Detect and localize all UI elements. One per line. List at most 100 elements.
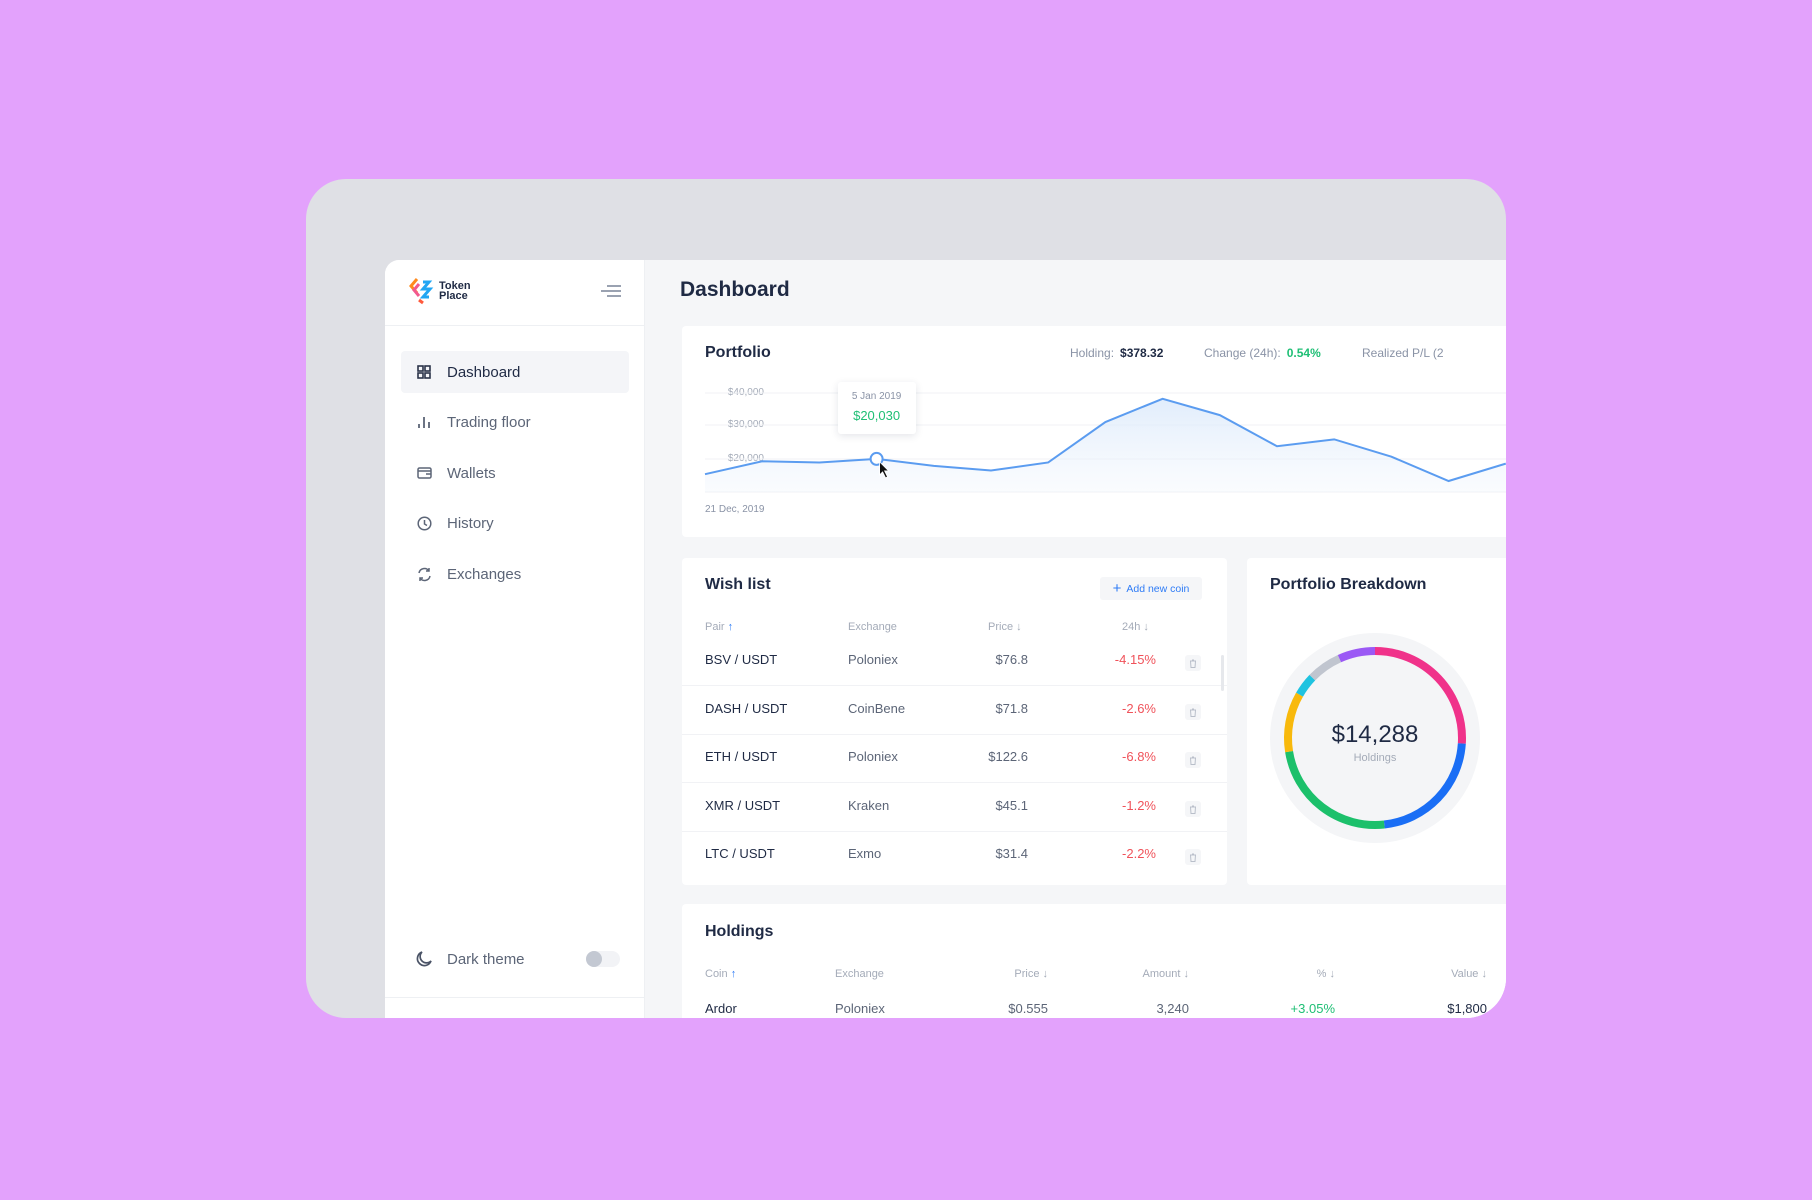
change-cell: -6.8% — [1122, 749, 1156, 764]
clock-icon — [401, 515, 447, 531]
y-tick-label: $30,000 — [727, 419, 764, 430]
scrollbar[interactable] — [1221, 655, 1224, 691]
change-label: Change (24h): — [1204, 346, 1281, 360]
column-header-coin[interactable]: Coin ↑ — [705, 968, 736, 980]
breakdown-donut — [1270, 633, 1480, 843]
column-header-exchange[interactable]: Exchange — [835, 968, 884, 980]
donut-background — [1270, 633, 1480, 843]
column-header-24h[interactable]: 24h ↓ — [1122, 621, 1149, 633]
menu-toggle-icon[interactable] — [601, 284, 621, 298]
sidebar-item-trading-floor[interactable]: Trading floor — [401, 401, 629, 443]
device-frame: Token Place Dashboard Trading floor Wall… — [306, 179, 1506, 1018]
sort-up-icon: ↑ — [727, 621, 734, 633]
price-cell: $122.6 — [988, 749, 1028, 764]
divider — [385, 325, 645, 326]
column-header-exchange[interactable]: Exchange — [848, 621, 897, 633]
holding-value: $378.32 — [1120, 346, 1164, 360]
trash-icon — [1190, 659, 1196, 668]
column-label: Price — [988, 621, 1014, 633]
column-header-pair[interactable]: Pair ↑ — [705, 621, 733, 633]
app-window: Token Place Dashboard Trading floor Wall… — [385, 260, 1506, 1018]
donut-segment[interactable] — [1285, 750, 1385, 829]
bar-chart-icon — [401, 415, 447, 429]
exchange-cell: Poloniex — [848, 652, 898, 667]
donut-segment[interactable] — [1337, 647, 1376, 663]
sidebar: Token Place Dashboard Trading floor Wall… — [385, 260, 645, 1018]
column-header-price[interactable]: Price ↓ — [1014, 968, 1048, 980]
portfolio-card: Portfolio Holding: $378.32 Change (24h): 0… — [682, 326, 1506, 537]
row-divider — [682, 685, 1227, 686]
sort-up-icon: ↑ — [730, 968, 737, 980]
exchange-cell: CoinBene — [848, 701, 906, 716]
column-header-price[interactable]: Price ↓ — [988, 621, 1022, 633]
portfolio-title: Portfolio — [705, 344, 771, 361]
value-cell: $1,800 — [1447, 1001, 1487, 1016]
donut-segment[interactable] — [1296, 674, 1316, 697]
pair-cell: XMR / USDT — [705, 798, 781, 813]
amount-cell: 3,240 — [1156, 1001, 1189, 1016]
trash-icon — [1190, 756, 1196, 765]
delete-button[interactable] — [1185, 655, 1201, 671]
token-place-logo-icon — [409, 278, 434, 305]
chart-area — [705, 398, 1506, 492]
chart-line — [704, 397, 1506, 483]
sidebar-item-wallets[interactable]: Wallets — [401, 452, 629, 494]
exchange-cell: Poloniex — [848, 749, 898, 764]
realized-pl-label: Realized P/L (2 — [1362, 346, 1444, 360]
sort-down-icon: ↓ — [1016, 621, 1022, 633]
donut-segment[interactable] — [1374, 647, 1466, 744]
holding-label: Holding: — [1070, 346, 1115, 360]
pair-cell: LTC / USDT — [705, 846, 775, 861]
refresh-icon — [401, 567, 447, 582]
add-new-coin-button[interactable]: + Add new coin — [1100, 577, 1202, 600]
column-label: Price — [1014, 968, 1040, 980]
donut-segment[interactable] — [1309, 654, 1342, 681]
sidebar-item-exchanges[interactable]: Exchanges — [401, 553, 629, 595]
price-cell: $31.4 — [995, 846, 1028, 861]
column-header-value[interactable]: Value ↓ — [1451, 968, 1487, 980]
delete-button[interactable] — [1185, 801, 1201, 817]
delete-button[interactable] — [1185, 752, 1201, 768]
pair-cell: DASH / USDT — [705, 701, 788, 716]
donut-segment[interactable] — [1284, 692, 1304, 753]
change-cell: -2.2% — [1122, 846, 1156, 861]
sidebar-item-history[interactable]: History — [401, 502, 629, 544]
sidebar-item-dashboard[interactable]: Dashboard — [401, 351, 629, 393]
mouse-cursor-icon — [879, 460, 890, 479]
page-title: Dashboard — [680, 278, 790, 301]
moon-icon — [401, 950, 447, 968]
brand-name: Token Place — [439, 280, 471, 302]
highlighted-data-point[interactable] — [869, 451, 884, 466]
sort-down-icon: ↓ — [1143, 621, 1149, 633]
trash-icon — [1190, 853, 1196, 862]
delete-button[interactable] — [1185, 849, 1201, 865]
dark-theme-toggle[interactable] — [586, 951, 620, 967]
percent-cell: +3.05% — [1290, 1001, 1335, 1016]
exchange-cell: Kraken — [848, 798, 890, 813]
dark-theme-row: Dark theme — [401, 938, 629, 980]
column-header-percent[interactable]: % ↓ — [1316, 968, 1335, 980]
divider — [385, 997, 645, 998]
donut-segment[interactable] — [1383, 743, 1466, 829]
pair-cell: ETH / USDT — [705, 749, 778, 764]
holdings-title: Holdings — [705, 923, 774, 940]
x-axis-date-label: 21 Dec, 2019 — [705, 504, 765, 515]
change-stat: Change (24h): 0.54% — [1204, 346, 1321, 360]
row-divider — [682, 782, 1227, 783]
breakdown-caption: Holdings — [1353, 752, 1397, 764]
coin-cell: Ardor — [705, 1001, 737, 1016]
chart-tooltip: 5 Jan 2019 $20,030 — [837, 382, 916, 434]
column-header-amount[interactable]: Amount ↓ — [1142, 968, 1189, 980]
change-value: 0.54% — [1286, 346, 1321, 360]
trash-icon — [1190, 805, 1196, 814]
delete-button[interactable] — [1185, 704, 1201, 720]
change-cell: -1.2% — [1122, 798, 1156, 813]
column-label: Pair — [705, 621, 725, 633]
row-divider — [682, 734, 1227, 735]
column-label: Value — [1451, 968, 1479, 980]
price-cell: $76.8 — [995, 652, 1028, 667]
logo[interactable]: Token Place — [407, 276, 471, 306]
price-cell: $71.8 — [995, 701, 1028, 716]
wishlist-title: Wish list — [705, 576, 771, 593]
column-label: Coin — [705, 968, 728, 980]
